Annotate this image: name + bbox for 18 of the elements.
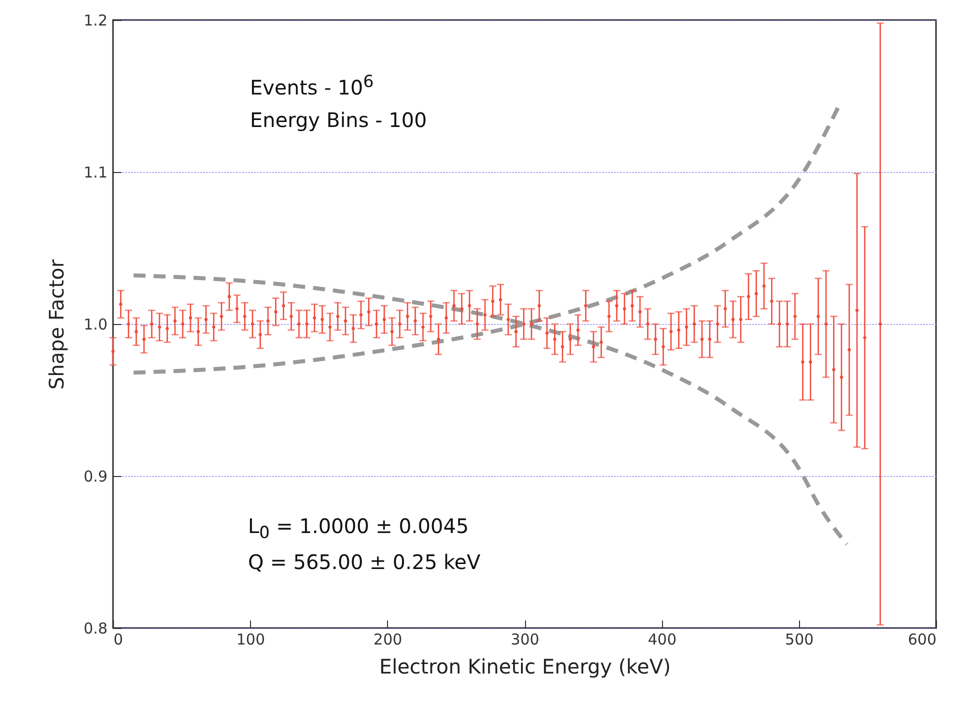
x-tick-label: 600 — [908, 630, 936, 648]
annotation: Energy Bins - 100 — [250, 108, 427, 132]
x-tick-label: 100 — [236, 630, 265, 648]
x-tick-label: 200 — [374, 630, 402, 648]
y-tick-label: 0.9 — [84, 468, 108, 486]
annotation: L$_{0}$ = 1.0000 ± 0.0045 — [248, 514, 469, 542]
x-tick-label: 300 — [510, 630, 540, 648]
x-axis-title: Electron Kinetic Energy (keV) — [379, 654, 671, 678]
y-tick-label: 1.1 — [84, 164, 108, 182]
annotation: Events - 10$^{6}$ — [250, 72, 374, 100]
x-tick-label: 0 — [114, 630, 124, 648]
x-tick-label: 500 — [785, 630, 814, 648]
y-tick-label: 0.8 — [84, 620, 108, 638]
y-tick-label: 1.0 — [84, 316, 108, 334]
y-axis-title: Shape Factor — [44, 258, 69, 390]
y-tick-label: 1.2 — [84, 12, 108, 30]
annotation: Q = 565.00 ± 0.25 keV — [248, 550, 480, 574]
x-tick-label: 400 — [648, 630, 676, 648]
